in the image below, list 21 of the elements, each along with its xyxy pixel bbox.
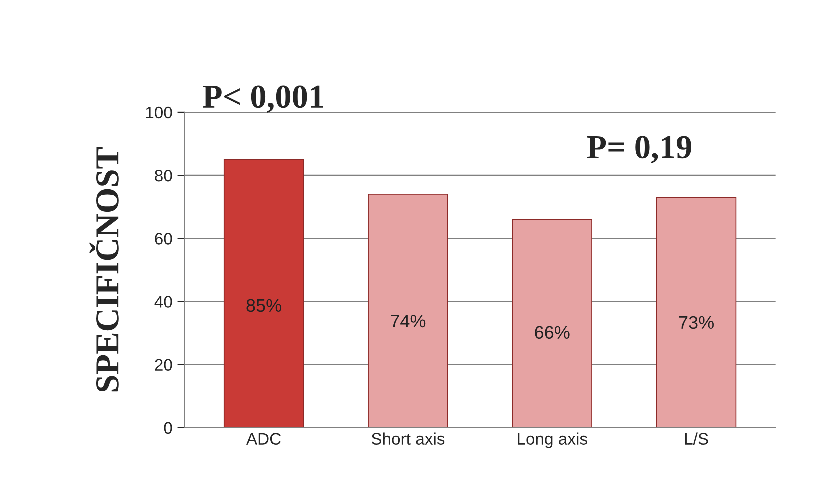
- data-label: 74%: [391, 314, 426, 328]
- x-tick-label: Short axis: [372, 432, 445, 445]
- y-tick-label: 100: [146, 106, 172, 119]
- x-tick-label: L/S: [685, 432, 708, 445]
- y-tick-label: 40: [154, 296, 172, 308]
- y-tick-label: 60: [155, 233, 172, 245]
- bar: [656, 197, 737, 428]
- y-axis-title: SPECIFIČNOST: [90, 148, 119, 392]
- annotation: P< 0,001: [203, 86, 324, 114]
- bar: [512, 219, 592, 428]
- y-tick-label: 80: [155, 170, 172, 182]
- y-tick-label: 20: [155, 359, 172, 371]
- annotation: P= 0,19: [587, 136, 692, 164]
- y-tick-label: 0: [164, 422, 172, 434]
- data-label: 73%: [679, 316, 714, 330]
- bar: [224, 159, 304, 428]
- x-tick-label: Long axis: [518, 432, 588, 448]
- x-tick-label: ADC: [246, 433, 281, 445]
- bar: [368, 194, 448, 428]
- data-label: 66%: [535, 326, 570, 340]
- data-label: 85%: [246, 299, 282, 312]
